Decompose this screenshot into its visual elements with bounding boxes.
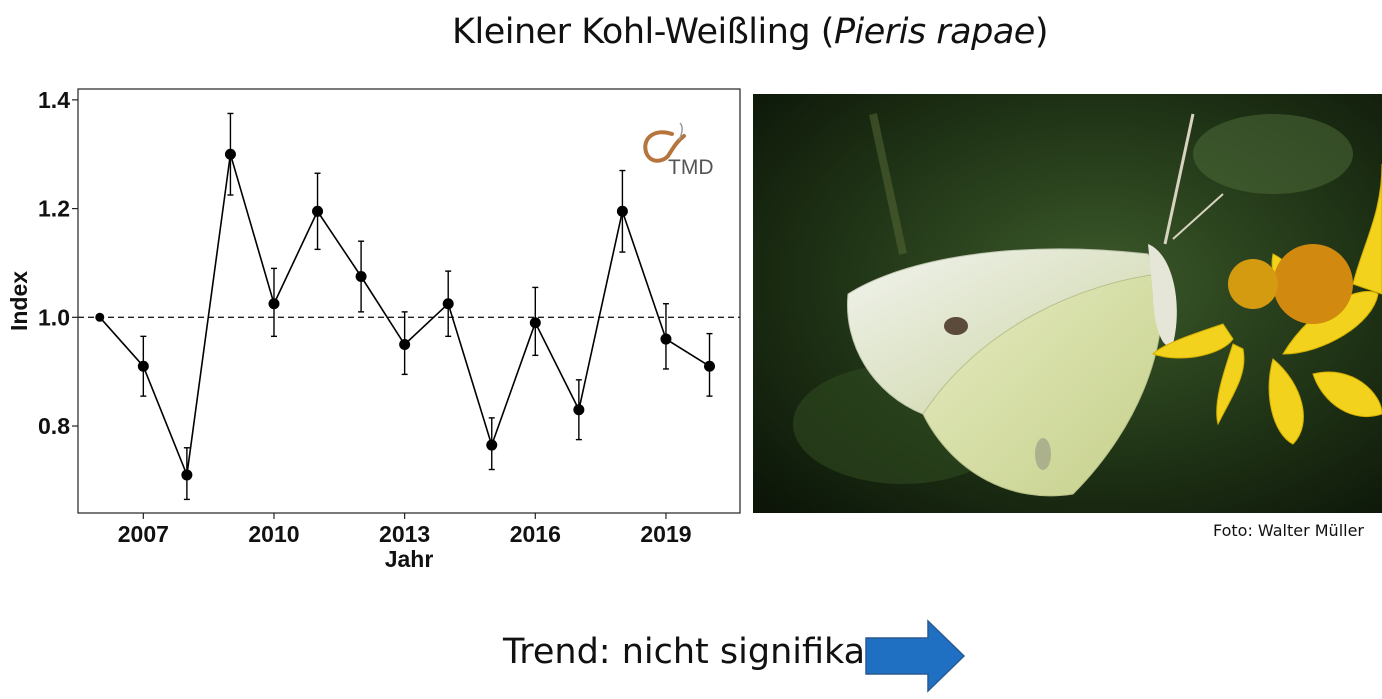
butterfly-photo <box>753 94 1382 513</box>
tmd-logo: TMD <box>643 122 714 179</box>
title-species: Pieris rapae <box>833 12 1035 52</box>
trend-arrow-icon <box>865 619 966 693</box>
x-tick-label: 2010 <box>248 521 299 547</box>
chart-marks <box>78 112 740 501</box>
y-tick-label: 1.0 <box>38 304 70 330</box>
page-title: Kleiner Kohl-Weißling (Pieris rapae) <box>0 12 1382 52</box>
data-point <box>442 298 454 310</box>
x-tick-label: 2019 <box>640 521 691 547</box>
photo-credit: Foto: Walter Müller <box>1212 521 1364 540</box>
logo-antenna-icon <box>678 122 683 141</box>
data-point <box>355 271 367 283</box>
data-point <box>268 298 280 310</box>
data-point <box>529 317 541 329</box>
data-point <box>181 469 193 481</box>
data-point <box>95 312 105 322</box>
y-axis-label: Index <box>6 271 32 331</box>
y-tick-label: 1.4 <box>38 87 70 113</box>
x-tick-label: 2007 <box>118 521 169 547</box>
x-tick-label: 2013 <box>379 521 430 547</box>
logo-butterfly-icon <box>643 130 686 163</box>
data-point <box>312 205 324 217</box>
trend-arrow-shape <box>865 619 966 693</box>
data-point <box>660 333 672 345</box>
data-point <box>224 148 236 160</box>
data-point <box>573 404 585 416</box>
logo-text: TMD <box>668 156 714 179</box>
x-tick-label: 2016 <box>510 521 561 547</box>
plot-area: 0.8 1.0 1.2 1.4 2007 2010 2013 2016 2019 Jahr Inde… <box>6 87 741 572</box>
title-close: ) <box>1034 12 1049 52</box>
data-point <box>486 439 498 451</box>
plot-border <box>77 88 741 514</box>
x-axis-label: Jahr <box>385 546 434 572</box>
data-point <box>399 338 411 350</box>
index-chart: 0.8 1.0 1.2 1.4 2007 2010 2013 2016 2019 Jahr Inde… <box>6 87 741 572</box>
title-main: Kleiner Kohl-Weißling ( <box>452 12 834 52</box>
data-point <box>704 360 716 372</box>
y-tick-label: 0.8 <box>38 413 70 439</box>
trend-label: Trend: nicht signifikant <box>503 632 902 672</box>
data-point <box>616 205 628 217</box>
y-tick-label: 1.2 <box>38 196 70 222</box>
data-point <box>137 360 149 372</box>
